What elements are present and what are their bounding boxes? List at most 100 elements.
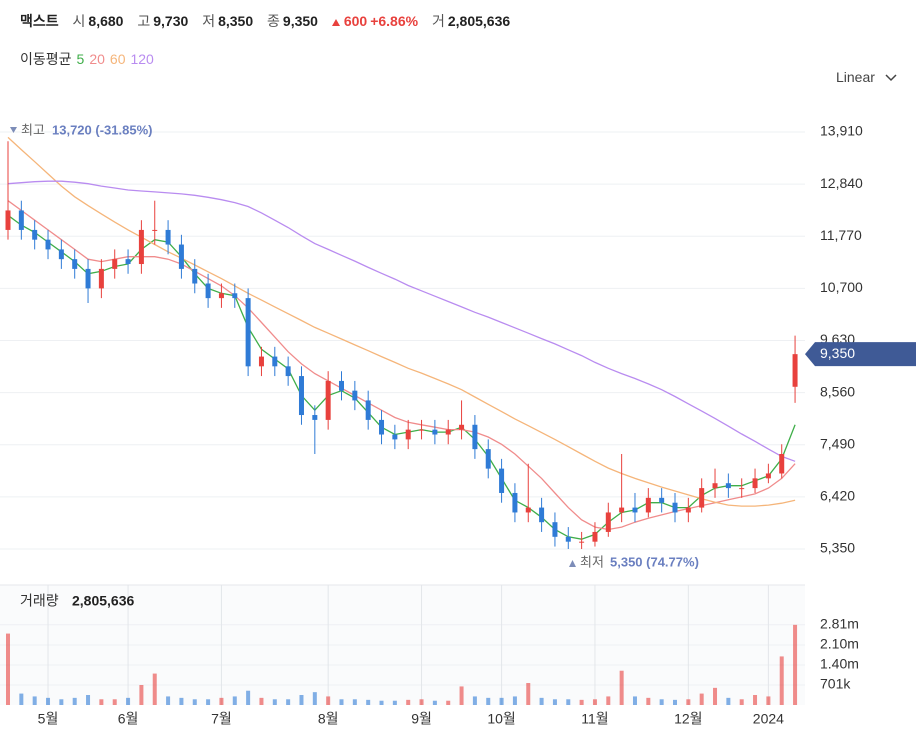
volume-bar [126, 697, 131, 705]
volume-bar [32, 696, 37, 705]
candle-body [152, 229, 158, 231]
volume-bar [219, 697, 224, 705]
volume-bar [619, 670, 624, 705]
y-tick-label: 10,700 [820, 279, 863, 295]
stock-name: 맥스트 [20, 13, 59, 29]
volume-bar [673, 699, 677, 705]
volume-label: 거 [431, 13, 445, 29]
scale-button[interactable]: Linear [836, 69, 897, 85]
candle-body [352, 390, 358, 401]
candle-body [5, 210, 11, 230]
candle-body [672, 502, 678, 513]
x-tick-label: 5월 [38, 711, 59, 727]
volume-bar [406, 699, 411, 705]
volume-bar [686, 699, 691, 705]
candle-body [379, 419, 385, 435]
x-tick-label: 2024 [753, 711, 784, 727]
scale-label[interactable]: Linear [836, 69, 875, 85]
volume-bar [486, 697, 491, 705]
candle-body [632, 507, 638, 513]
volume-bar [6, 633, 10, 705]
volume-bar [766, 696, 771, 705]
volume-bar [379, 700, 384, 705]
y-tick-label: 13,910 [820, 123, 863, 139]
volume-bar [552, 699, 557, 705]
candle-body [792, 354, 798, 387]
y-tick-label: 12,840 [820, 175, 863, 191]
close: 9,350 [282, 13, 318, 29]
volume-bar [86, 695, 91, 705]
volume-title: 거래량 [20, 593, 59, 609]
candle-body [605, 512, 611, 532]
volume-bar [432, 700, 437, 705]
volume-bar [59, 699, 64, 705]
candle-body [205, 283, 211, 299]
ma-title: 이동평균 [20, 51, 72, 67]
chevron[interactable] [885, 74, 897, 82]
candle-body [112, 259, 118, 269]
candle-body [485, 449, 491, 469]
candle-body [659, 497, 665, 503]
volume-bar [166, 696, 171, 705]
candle-body [258, 356, 264, 367]
candle-body [98, 268, 104, 289]
candle-body [18, 210, 24, 230]
volume-bar [713, 687, 718, 705]
candle-body [725, 483, 731, 489]
close-label: 종 [267, 13, 280, 29]
volume-bar [646, 697, 651, 705]
volume-total: 2,805,636 [72, 593, 134, 609]
candle-body [525, 507, 531, 513]
low-label: 저 [202, 13, 216, 29]
volume-bar [566, 699, 571, 705]
volume-bar [726, 697, 731, 705]
volume-bar [499, 697, 504, 705]
candle-body [432, 429, 438, 435]
candle-body [285, 366, 291, 377]
volume-bar [72, 697, 77, 705]
candle-body [592, 531, 598, 542]
volume-bar [259, 697, 264, 705]
volume-bar [312, 692, 317, 705]
candle-body [32, 229, 38, 240]
volume-bar [753, 695, 758, 705]
annotation-label: 최고 [21, 122, 45, 137]
x-tick-label: 10월 [487, 711, 515, 727]
legend-item: 120 [130, 51, 154, 67]
low: 8,350 [218, 13, 254, 29]
ma-line [7, 180, 796, 462]
high: 9,730 [153, 13, 189, 29]
y-tick-label: 5,350 [820, 540, 855, 556]
candle-body [765, 473, 771, 479]
y-tick-label: 6,420 [820, 488, 855, 504]
price-tag [805, 342, 916, 367]
volume-tick-label: 1.40m [820, 656, 859, 672]
volume-bar [152, 673, 157, 705]
candle-body [218, 293, 224, 299]
legend-item: 60 [109, 51, 126, 67]
volume-bar [179, 697, 184, 705]
volume-bar [286, 699, 291, 705]
legend-item: 5 [76, 51, 85, 67]
volume-bar [739, 699, 744, 705]
candle-body [739, 488, 745, 490]
candle-body [72, 259, 78, 269]
volume-bar [459, 686, 464, 705]
candle-body [699, 488, 705, 508]
candle-body [58, 249, 64, 260]
volume-bar [19, 693, 24, 705]
candle-body [298, 376, 304, 416]
volume-bar [392, 700, 397, 705]
price-tag-label: 9,350 [820, 345, 855, 361]
open: 8,680 [88, 13, 124, 29]
x-tick-label: 8월 [318, 711, 339, 727]
candle-body [459, 424, 465, 430]
volume-bar [232, 696, 237, 705]
candle-body [165, 229, 171, 245]
candle-body [272, 356, 278, 367]
legend-item: 20 [89, 51, 105, 67]
annotation-text: 5,350 (74.77%) [610, 554, 699, 569]
candle-body [779, 454, 785, 474]
candle-body [85, 268, 91, 289]
